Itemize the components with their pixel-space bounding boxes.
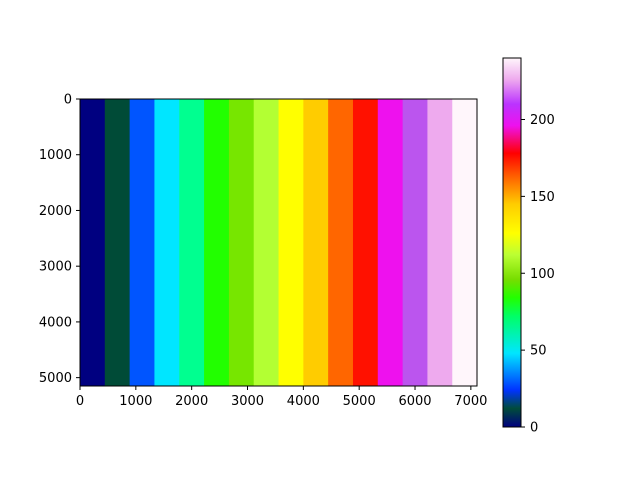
colorbar-axis: 0 50 100 150 200	[521, 113, 555, 436]
heatmap-band	[154, 99, 180, 386]
heatmap-band	[104, 99, 131, 386]
y-tick-label: 0	[64, 93, 72, 108]
plot-area: 0 1000 2000 3000 4000 5000 6000 7000 0 1000 2000 3…	[39, 93, 487, 410]
y-tick-label: 5000	[39, 371, 72, 386]
y-tick-label: 2000	[39, 204, 72, 219]
colorbar-tick-label: 50	[530, 344, 547, 359]
x-axis: 0 1000 2000 3000 4000 5000 6000 7000	[76, 386, 487, 409]
x-tick-label: 1000	[119, 394, 152, 409]
y-tick-label: 3000	[39, 260, 72, 275]
heatmap-band	[129, 99, 156, 386]
x-tick-label: 0	[76, 394, 84, 409]
x-tick-label: 3000	[231, 394, 264, 409]
heatmap-band	[228, 99, 255, 386]
x-tick-label: 4000	[287, 394, 320, 409]
heatmap-band	[377, 99, 404, 386]
heatmap-band	[328, 99, 354, 386]
y-axis: 0 1000 2000 3000 4000 5000	[39, 93, 80, 386]
colorbar-tick-label: 100	[530, 267, 555, 282]
heatmap-band	[402, 99, 429, 386]
heatmap-band	[303, 99, 329, 386]
heatmap-band	[80, 99, 106, 386]
colorbar-tick-label: 150	[530, 190, 555, 205]
y-tick-label: 4000	[39, 315, 72, 330]
heatmap-band	[352, 99, 379, 386]
heatmap-band	[452, 99, 478, 386]
colorbar-frame	[502, 57, 522, 428]
colorbar-tick-label: 200	[530, 113, 555, 128]
colorbar-tick-label: 0	[530, 421, 538, 436]
y-tick-label: 1000	[39, 148, 72, 163]
heatmap-bands	[80, 99, 478, 386]
heatmap-band	[427, 99, 453, 386]
heatmap-band	[278, 99, 304, 386]
colorbar: 0 50 100 150 200	[502, 57, 555, 436]
heatmap-band	[179, 99, 205, 386]
plot-frame	[79, 98, 478, 387]
colorbar-gradient	[503, 58, 521, 427]
x-tick-label: 6000	[398, 394, 431, 409]
x-tick-label: 2000	[175, 394, 208, 409]
heatmap-band	[253, 99, 280, 386]
x-tick-label: 5000	[343, 394, 376, 409]
heatmap-band	[204, 99, 230, 386]
x-tick-label: 7000	[454, 394, 487, 409]
